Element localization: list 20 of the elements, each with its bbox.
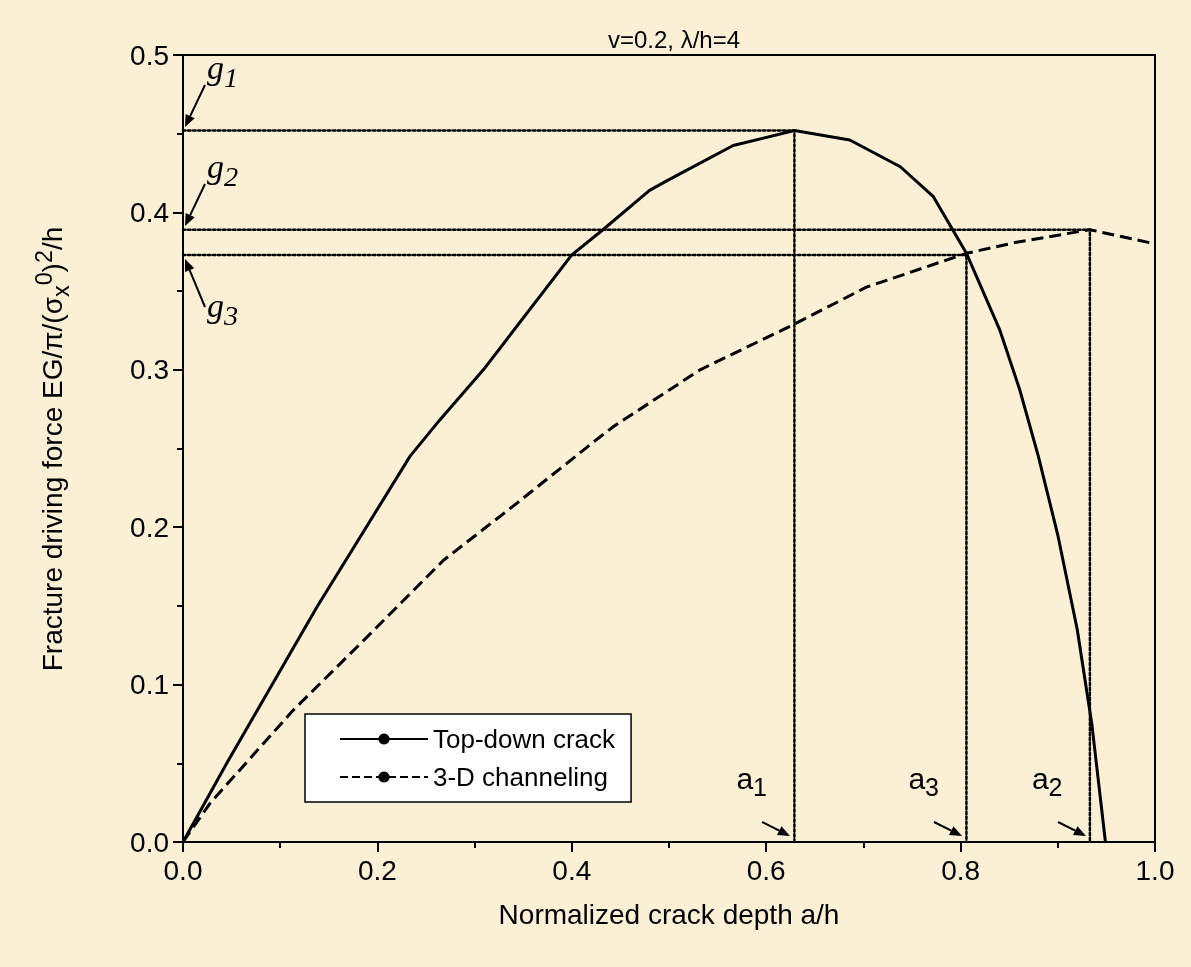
annotation: g$_{3}$ — [207, 286, 239, 331]
annotation: g$_{2}$ — [207, 147, 239, 192]
y-tick-label: 0.3 — [130, 354, 169, 386]
x-axis-title: Normalized crack depth a/h — [498, 898, 840, 930]
annotation: a$_{2}$ — [1031, 762, 1063, 801]
chart-title: v=0.2, λ/h=4 — [607, 25, 741, 53]
legend-label: 3-D channeling — [433, 762, 608, 792]
annotation: a$_{3}$ — [908, 762, 940, 801]
y-tick-label: 0.2 — [130, 511, 169, 543]
x-tick-label: 0.6 — [746, 854, 786, 886]
annotation: g$_{1}$ — [207, 48, 239, 93]
legend-label: Top-down crack — [433, 724, 617, 754]
y-tick-label: 0.5 — [130, 39, 169, 71]
x-tick-label: 0.2 — [357, 854, 397, 886]
annotation: a$_{1}$ — [736, 762, 767, 801]
y-tick-label: 0.4 — [130, 196, 169, 228]
x-tick-label: 0.8 — [941, 854, 981, 886]
x-tick-label: 1.0 — [1135, 854, 1175, 886]
x-tick-label: 0.4 — [552, 854, 592, 886]
y-tick-label: 0.1 — [130, 669, 169, 701]
